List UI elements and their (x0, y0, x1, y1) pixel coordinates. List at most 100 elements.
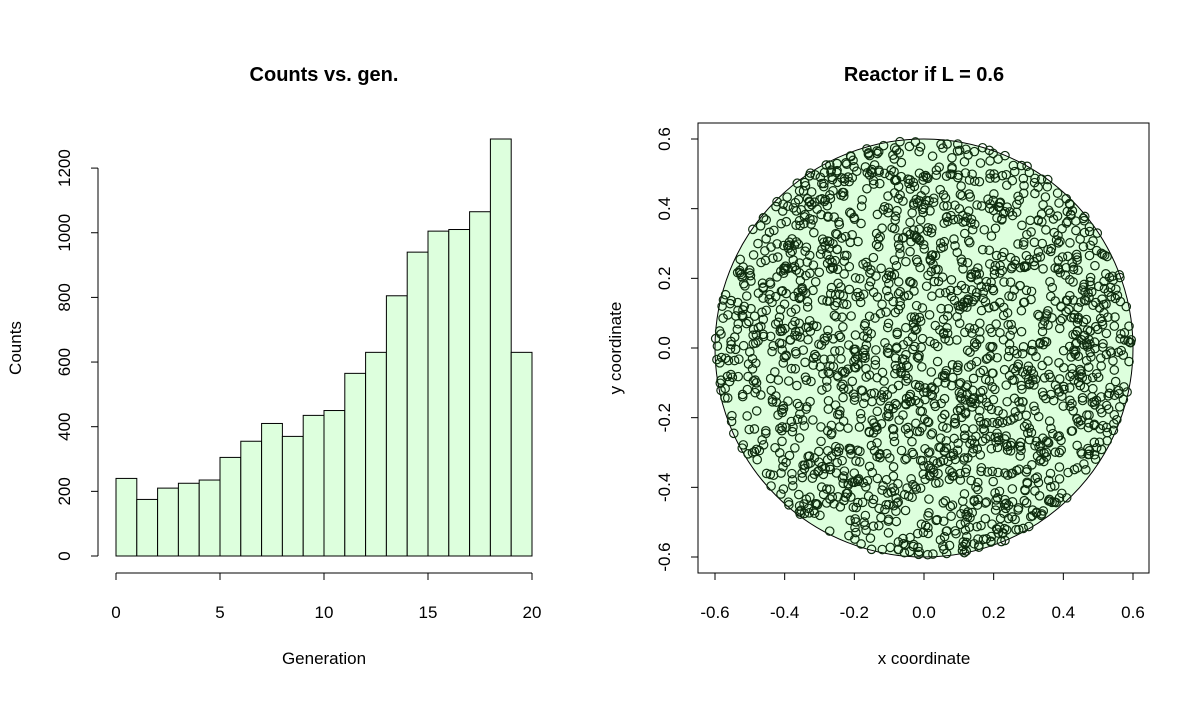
scatter-point (799, 508, 810, 519)
scatter-point (1029, 260, 1040, 271)
scatter-point (840, 231, 851, 242)
scatter-point (925, 206, 935, 216)
scatter-point (881, 285, 892, 296)
scatter-point (1098, 338, 1108, 349)
histogram-y-axis: 0 200 400 600 800 1000 1200 (55, 149, 99, 561)
scatter-point (954, 318, 965, 329)
scatter-point (773, 375, 784, 385)
scatter-point (868, 428, 879, 438)
scatter-point (1097, 294, 1107, 305)
scatter-point (766, 242, 776, 252)
scatter-point (758, 314, 769, 325)
scatter-point (720, 289, 731, 300)
scatter-point (850, 344, 860, 355)
scatter-point (950, 419, 961, 429)
scatter-point (748, 250, 759, 260)
scatter-point (949, 234, 959, 244)
histogram-bar (302, 414, 325, 557)
scatter-point (800, 246, 810, 257)
scatter-point (748, 324, 759, 335)
scatter-point (1054, 447, 1065, 458)
scatter-point (986, 536, 996, 546)
scatter-point (851, 502, 862, 513)
scatter-point (1118, 350, 1129, 360)
scatter-point (1036, 509, 1047, 519)
scatter-point (1095, 313, 1106, 324)
scatter-point (918, 171, 929, 182)
scatter-point (977, 244, 988, 255)
scatter-point (888, 296, 899, 307)
histogram-bar (219, 456, 242, 557)
scatter-point (928, 259, 938, 270)
scatter-point (918, 202, 929, 213)
scatter-point (861, 482, 871, 492)
scatter-point (958, 264, 968, 274)
scatter-point (808, 360, 819, 370)
scatter-point (940, 193, 951, 203)
scatter-point (871, 271, 881, 281)
histogram-panel: Counts vs. gen. Generation Counts 0 5 10 15… (6, 64, 541, 668)
scatter-point (969, 146, 980, 157)
scatter-point (1070, 349, 1081, 360)
scatter-point (1022, 365, 1033, 376)
scatter-point (922, 173, 933, 184)
scatter-point (931, 165, 942, 176)
scatter-point (823, 325, 833, 336)
scatter-point (817, 385, 827, 395)
scatter-point (815, 249, 826, 259)
histogram-bar (198, 479, 221, 557)
scatter-point (827, 262, 838, 272)
scatter-point (1063, 467, 1073, 478)
scatter-point (781, 288, 791, 299)
scatter-point (861, 340, 872, 350)
scatter-point (822, 382, 832, 393)
scatter-point (746, 303, 756, 314)
scatter-point (829, 310, 840, 321)
scatter-point (828, 263, 838, 273)
scatter-point (949, 417, 960, 428)
scatter-point (794, 507, 805, 517)
scatter-point (814, 446, 824, 457)
scatter-point (1002, 470, 1013, 480)
scatter-point (860, 162, 871, 172)
scatter-point (1033, 477, 1044, 488)
scatter-point (910, 482, 921, 492)
scatter-point (790, 443, 800, 453)
scatter-point (1082, 342, 1093, 352)
scatter-point (995, 260, 1005, 271)
scatter-point (898, 538, 909, 549)
scatter-point (761, 426, 771, 436)
scatter-point (810, 170, 821, 180)
scatter-point (1093, 281, 1104, 292)
scatter-point (844, 284, 855, 295)
scatter-point (971, 339, 982, 350)
scatter-point (1048, 395, 1059, 406)
scatter-point (1036, 454, 1046, 465)
scatter-point (795, 275, 806, 286)
scatter-point (868, 175, 879, 186)
scatter-point (930, 250, 941, 261)
scatter-point (939, 370, 950, 381)
scatter-point (914, 224, 924, 235)
scatter-point (959, 156, 970, 167)
scatter-point (917, 303, 928, 313)
scatter-point (976, 201, 987, 211)
scatter-point (1067, 369, 1078, 379)
scatter-point (942, 423, 952, 433)
scatter-point (1001, 180, 1012, 191)
scatter-point (805, 396, 815, 407)
scatter-point (985, 341, 995, 352)
scatter-point (1031, 507, 1042, 518)
scatter-point (1035, 456, 1045, 466)
scatter-point (1057, 223, 1067, 234)
scatter-point (1065, 395, 1075, 406)
scatter-point (756, 390, 766, 400)
scatter-point (962, 212, 972, 223)
scatter-point (791, 206, 802, 216)
scatter-point (845, 151, 856, 161)
scatter-point (1018, 397, 1028, 407)
scatter-point (1109, 409, 1120, 420)
scatter-point (792, 380, 802, 391)
scatter-point (965, 438, 975, 449)
scatter-point (1089, 449, 1100, 460)
